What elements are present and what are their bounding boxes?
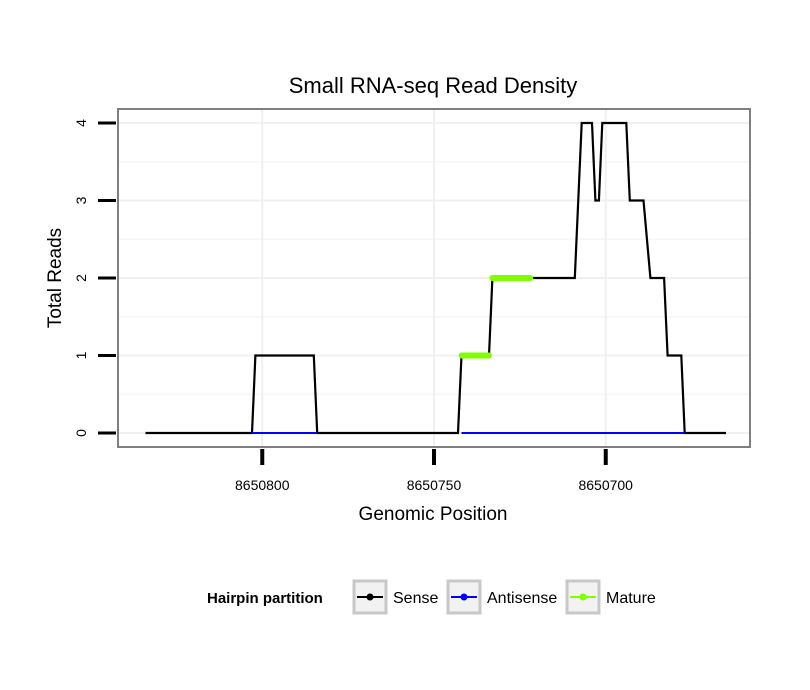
- legend-key-antisense: [446, 579, 482, 615]
- y-tick-label: 0: [73, 429, 89, 437]
- y-tick-label: 2: [73, 274, 89, 282]
- legend-label-mature: Mature: [606, 590, 656, 607]
- legend: Hairpin partition Sense Antisense Mature: [207, 579, 656, 615]
- y-tick-label: 1: [73, 351, 89, 359]
- x-axis: 8650800 8650750 8650700: [235, 449, 633, 493]
- legend-label-sense: Sense: [393, 590, 438, 607]
- y-axis-label: Total Reads: [45, 228, 66, 328]
- x-axis-label: Genomic Position: [359, 504, 508, 525]
- grid: [118, 109, 750, 447]
- x-tick-label: 8650800: [235, 477, 290, 493]
- legend-key-sense: [352, 579, 388, 615]
- legend-title: Hairpin partition: [207, 590, 323, 607]
- chart-title: Small RNA-seq Read Density: [289, 73, 578, 98]
- series-line-sense: [145, 121, 726, 435]
- x-tick-label: 8650750: [407, 477, 462, 493]
- plot-border: [117, 108, 751, 448]
- y-tick-label: 4: [73, 119, 89, 127]
- y-axis: 0 1 2 3 4: [73, 119, 116, 437]
- y-tick-label: 3: [73, 196, 89, 204]
- legend-key-mature: [565, 579, 601, 615]
- series-layer: [145, 121, 726, 435]
- legend-label-antisense: Antisense: [487, 590, 557, 607]
- x-tick-label: 8650700: [578, 477, 633, 493]
